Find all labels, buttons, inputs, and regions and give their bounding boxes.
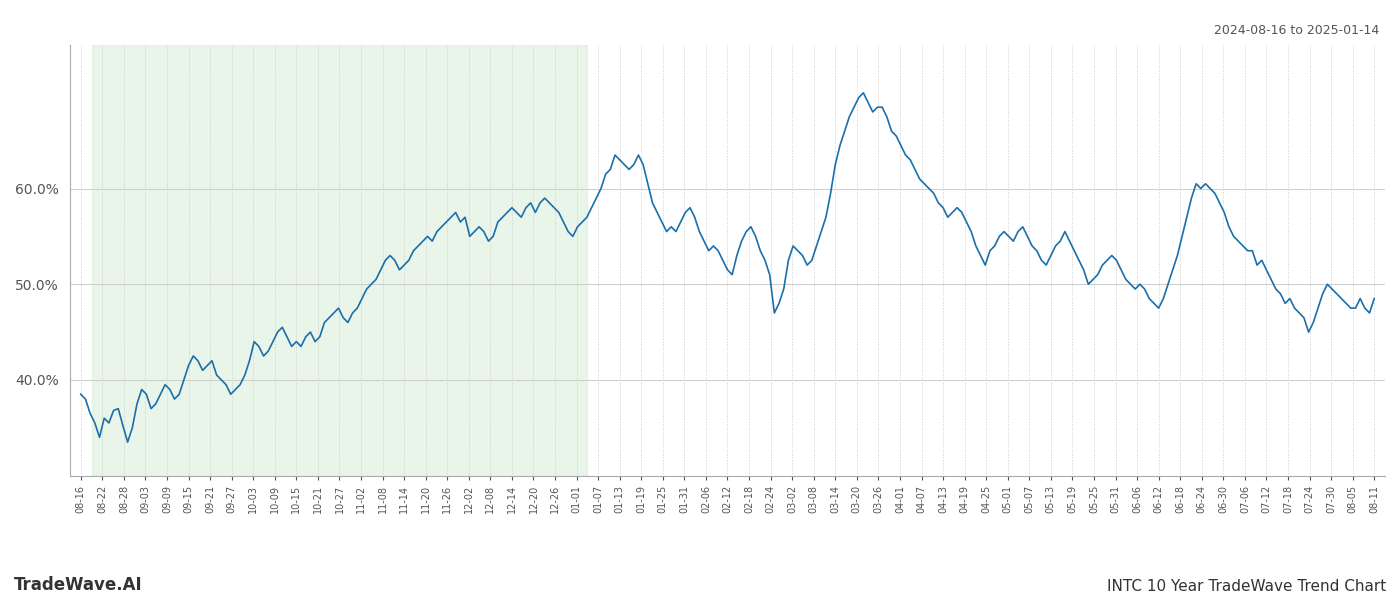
Bar (91, 45, 588, 476)
Text: 2024-08-16 to 2025-01-14: 2024-08-16 to 2025-01-14 (1214, 24, 1379, 37)
Text: TradeWave.AI: TradeWave.AI (14, 576, 143, 594)
Text: INTC 10 Year TradeWave Trend Chart: INTC 10 Year TradeWave Trend Chart (1107, 579, 1386, 594)
